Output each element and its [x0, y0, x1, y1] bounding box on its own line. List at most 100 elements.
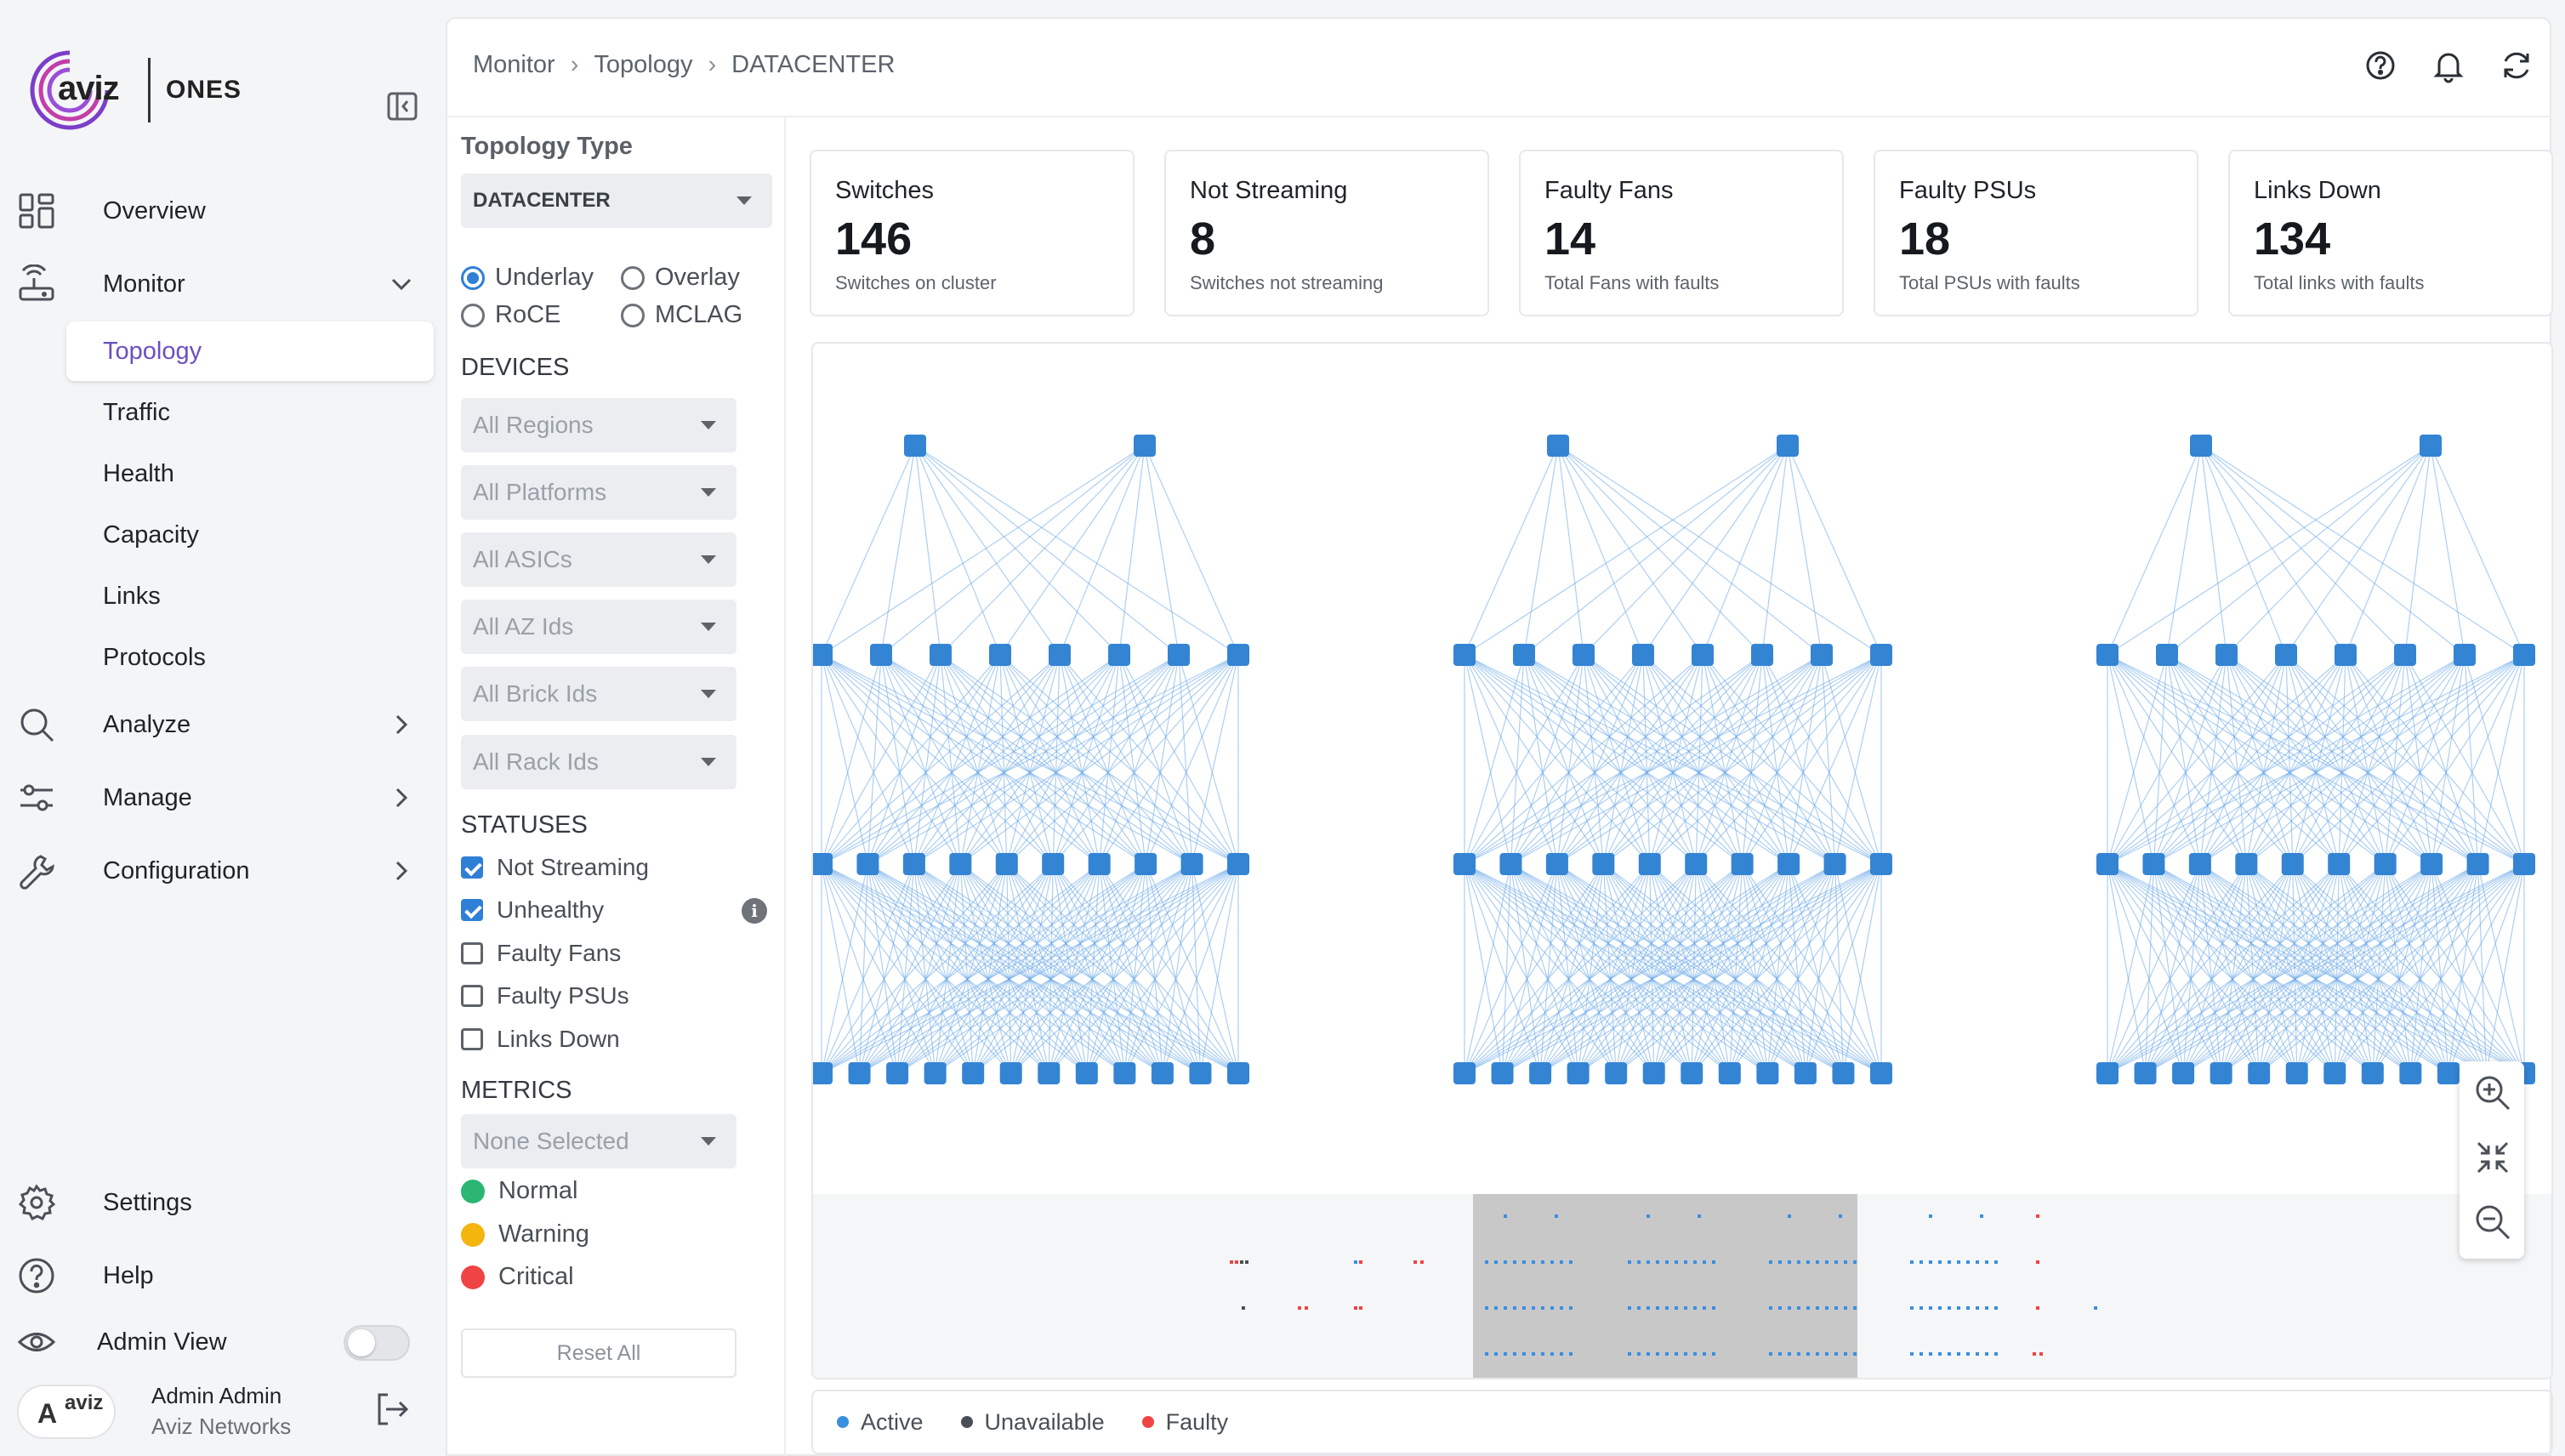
bell-icon[interactable] [2429, 46, 2468, 85]
help-circle-icon[interactable] [2361, 46, 2400, 85]
view-overlay[interactable]: Overlay [621, 264, 740, 292]
switch-node-tor[interactable] [1453, 853, 1476, 875]
switch-node-server[interactable] [2361, 1062, 2384, 1084]
nav-manage[interactable]: Manage [0, 772, 446, 823]
switch-node-server[interactable] [2323, 1062, 2346, 1084]
switch-node-server[interactable] [2437, 1062, 2460, 1084]
minimap[interactable] [813, 1194, 2551, 1378]
switch-node-tor[interactable] [1499, 853, 1522, 875]
zoom-in-icon[interactable] [2473, 1073, 2512, 1112]
breadcrumb-topology[interactable]: Topology [594, 51, 693, 78]
nav-monitor[interactable]: Monitor [0, 259, 446, 310]
switch-node-server[interactable] [1227, 1062, 1249, 1084]
switch-node-spine[interactable] [904, 435, 926, 457]
app-logo[interactable]: aviz ONES [27, 48, 242, 133]
switch-node-leaf[interactable] [870, 644, 892, 666]
switch-node-tor[interactable] [2142, 853, 2165, 875]
switch-node-server[interactable] [1567, 1062, 1590, 1084]
collapse-sidebar-icon[interactable] [384, 88, 420, 124]
switch-node-leaf[interactable] [1573, 644, 1595, 666]
nav-links[interactable]: Links [103, 582, 161, 610]
switch-node-server[interactable] [2399, 1062, 2422, 1084]
switch-node-server[interactable] [2248, 1062, 2271, 1084]
user-profile[interactable]: A aviz Admin Admin Aviz Networks [17, 1379, 425, 1444]
switch-node-leaf[interactable] [1227, 644, 1249, 666]
switch-node-tor[interactable] [1135, 853, 1157, 875]
logout-icon[interactable] [373, 1390, 412, 1429]
switch-node-spine[interactable] [2190, 435, 2212, 457]
fit-view-icon[interactable] [2473, 1138, 2512, 1177]
switch-node-leaf[interactable] [1049, 644, 1071, 666]
switch-node-server[interactable] [1453, 1062, 1476, 1084]
switch-node-server[interactable] [1794, 1062, 1817, 1084]
stat-card-faulty-fans[interactable]: Faulty Fans 14 Total Fans with faults [1519, 150, 1844, 316]
switch-node-tor[interactable] [856, 853, 879, 875]
chevron-right-icon[interactable] [384, 708, 418, 742]
switch-node-tor[interactable] [995, 853, 1018, 875]
switch-node-leaf[interactable] [1811, 644, 1833, 666]
status-not-streaming[interactable]: Not Streaming [461, 854, 649, 881]
nav-configuration[interactable]: Configuration [0, 845, 446, 896]
nav-capacity[interactable]: Capacity [103, 520, 199, 549]
switch-node-leaf[interactable] [813, 644, 833, 666]
switch-node-server[interactable] [1756, 1062, 1779, 1084]
switch-node-spine[interactable] [1547, 435, 1569, 457]
switch-node-tor[interactable] [1592, 853, 1615, 875]
switch-node-server[interactable] [2285, 1062, 2308, 1084]
nav-analyze[interactable]: Analyze [0, 699, 446, 750]
platforms-select[interactable]: All Platforms [461, 465, 737, 520]
switch-node-tor[interactable] [1870, 853, 1892, 875]
switch-node-leaf[interactable] [2156, 644, 2178, 666]
switch-node-leaf[interactable] [2096, 644, 2119, 666]
status-faulty-fans[interactable]: Faulty Fans [461, 940, 621, 967]
breadcrumb-monitor[interactable]: Monitor [473, 51, 555, 78]
topology-graph[interactable] [811, 342, 2553, 1379]
refresh-icon[interactable] [2497, 46, 2536, 85]
switch-node-server[interactable] [1038, 1062, 1061, 1084]
switch-node-server[interactable] [1491, 1062, 1514, 1084]
stat-card-not-streaming[interactable]: Not Streaming 8 Switches not streaming [1164, 150, 1489, 316]
switch-node-tor[interactable] [1685, 853, 1708, 875]
switch-node-tor[interactable] [2188, 853, 2211, 875]
switch-node-spine[interactable] [1777, 435, 1799, 457]
switch-node-leaf[interactable] [2513, 644, 2535, 666]
switch-node-leaf[interactable] [1453, 644, 1476, 666]
switch-node-tor[interactable] [2466, 853, 2489, 875]
status-unhealthy[interactable]: Unhealthy [461, 896, 604, 924]
switch-node-server[interactable] [1642, 1062, 1665, 1084]
switch-node-server[interactable] [886, 1062, 909, 1084]
reset-all-button[interactable]: Reset All [461, 1328, 737, 1378]
switch-node-tor[interactable] [2374, 853, 2397, 875]
switch-node-tor[interactable] [1180, 853, 1203, 875]
switch-node-leaf[interactable] [1108, 644, 1130, 666]
az-ids-select[interactable]: All AZ Ids [461, 600, 737, 654]
switch-node-leaf[interactable] [930, 644, 952, 666]
switch-node-server[interactable] [962, 1062, 985, 1084]
metrics-select[interactable]: None Selected [461, 1114, 737, 1169]
switch-node-server[interactable] [1870, 1062, 1892, 1084]
switch-node-leaf[interactable] [1751, 644, 1773, 666]
switch-node-tor[interactable] [2328, 853, 2351, 875]
switch-node-server[interactable] [1151, 1062, 1174, 1084]
nav-protocols[interactable]: Protocols [103, 643, 206, 671]
switch-node-server[interactable] [1605, 1062, 1628, 1084]
switch-node-server[interactable] [1681, 1062, 1703, 1084]
switch-node-tor[interactable] [1227, 853, 1249, 875]
nav-help[interactable]: Help [0, 1250, 446, 1301]
switch-node-leaf[interactable] [2335, 644, 2357, 666]
switch-node-tor[interactable] [949, 853, 972, 875]
switch-node-server[interactable] [2210, 1062, 2232, 1084]
switch-node-tor[interactable] [1545, 853, 1568, 875]
nav-topology[interactable]: Topology [66, 321, 434, 381]
switch-node-server[interactable] [1718, 1062, 1741, 1084]
switch-node-server[interactable] [1189, 1062, 1212, 1084]
switch-node-leaf[interactable] [1632, 644, 1654, 666]
admin-view-toggle[interactable] [344, 1325, 410, 1361]
chevron-right-icon[interactable] [384, 781, 418, 815]
switch-node-tor[interactable] [2096, 853, 2119, 875]
switch-node-server[interactable] [999, 1062, 1022, 1084]
minimap-viewport[interactable] [1473, 1194, 1857, 1378]
zoom-out-icon[interactable] [2473, 1203, 2512, 1242]
switch-node-tor[interactable] [2281, 853, 2304, 875]
rack-ids-select[interactable]: All Rack Ids [461, 735, 737, 789]
